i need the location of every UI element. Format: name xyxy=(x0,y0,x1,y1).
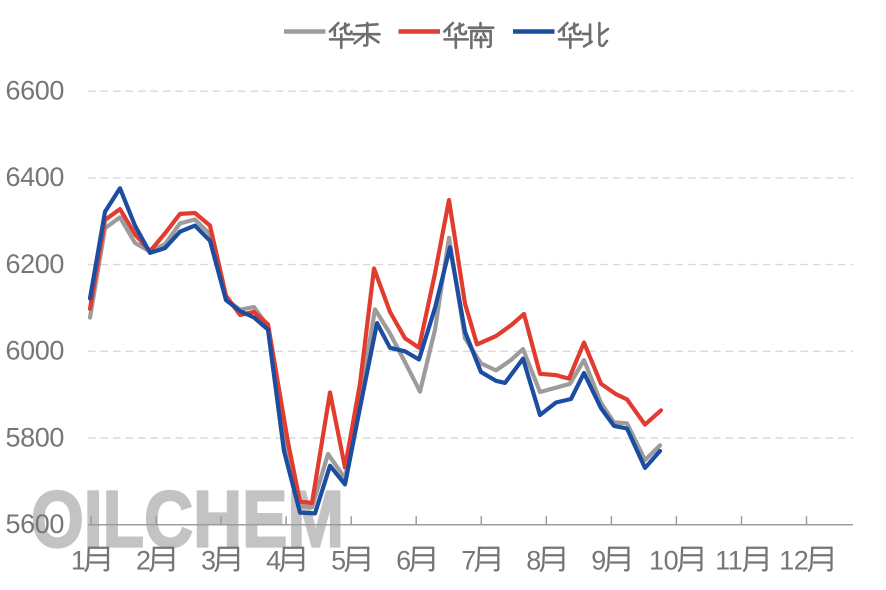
svg-text:2: 2 xyxy=(136,546,151,576)
svg-text:6200: 6200 xyxy=(6,249,64,279)
svg-text:5600: 5600 xyxy=(6,509,64,539)
svg-text:12: 12 xyxy=(779,546,808,576)
svg-text:5: 5 xyxy=(331,546,346,576)
svg-text:11: 11 xyxy=(715,546,742,576)
svg-text:8: 8 xyxy=(526,546,541,576)
svg-text:6: 6 xyxy=(396,546,411,576)
svg-text:9: 9 xyxy=(591,546,606,576)
svg-text:5800: 5800 xyxy=(6,422,64,452)
svg-text:6400: 6400 xyxy=(6,162,64,192)
svg-text:3: 3 xyxy=(201,546,216,576)
svg-text:4: 4 xyxy=(266,546,281,576)
svg-text:6600: 6600 xyxy=(6,76,64,106)
svg-text:1: 1 xyxy=(71,546,86,576)
svg-text:6000: 6000 xyxy=(6,336,64,366)
svg-text:10: 10 xyxy=(649,546,678,576)
svg-text:7: 7 xyxy=(461,546,476,576)
